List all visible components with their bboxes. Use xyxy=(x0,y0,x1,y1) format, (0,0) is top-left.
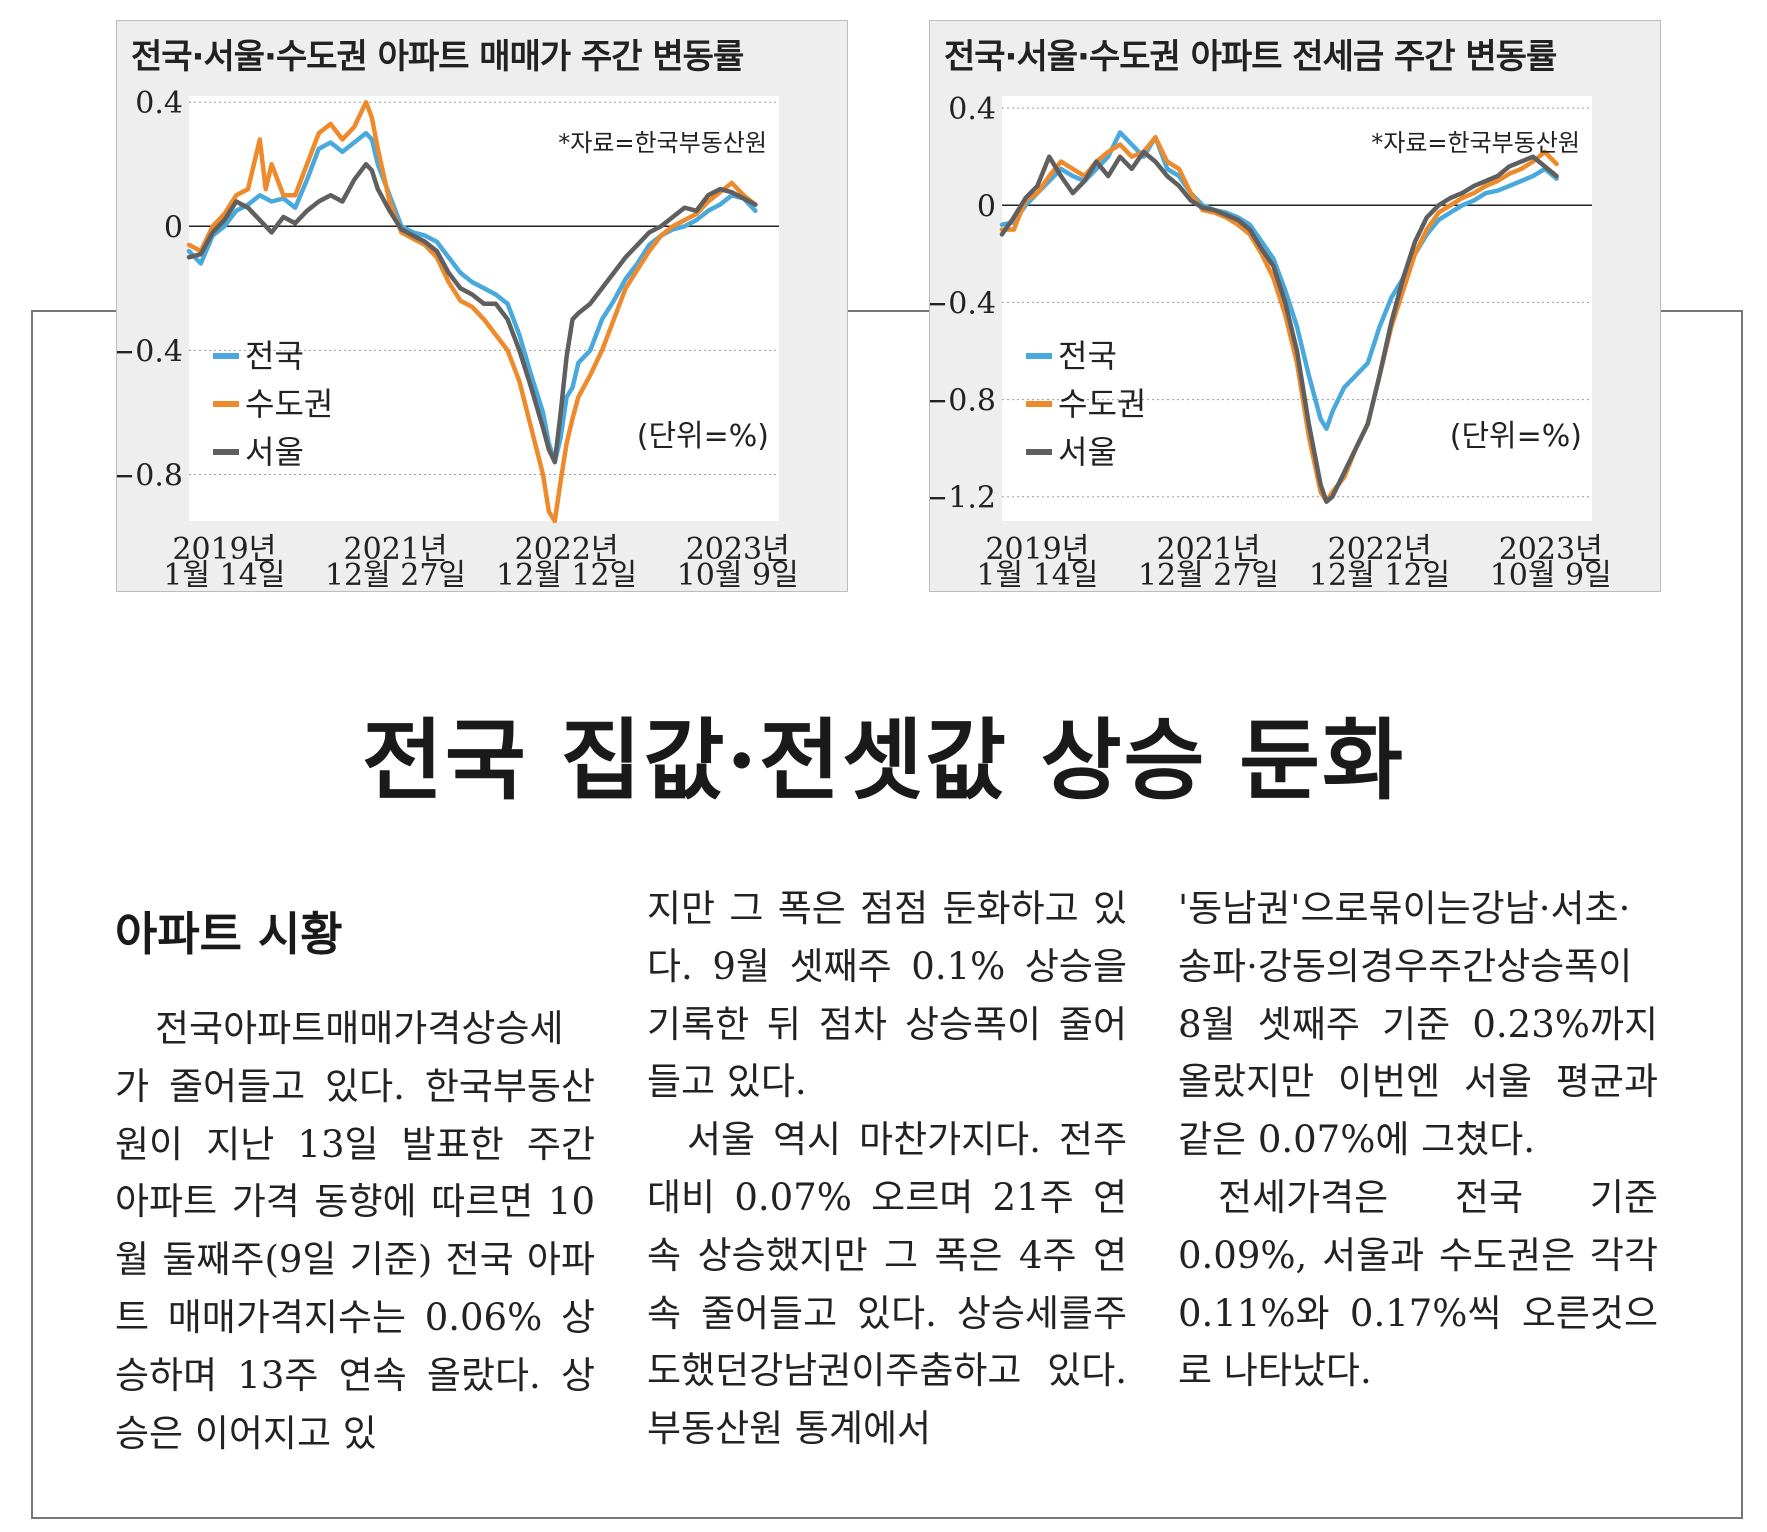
x-tick-label: 12월 12일 xyxy=(1309,558,1450,593)
x-tick-label: 12월 27일 xyxy=(1138,558,1279,593)
y-tick-label: −0.8 xyxy=(930,384,996,419)
series-line-전국 xyxy=(186,130,758,465)
y-tick-label: −0.4 xyxy=(930,286,996,321)
y-tick-label: 0.4 xyxy=(135,86,183,121)
y-tick-label: 0 xyxy=(164,210,183,245)
chart-title: 전국·서울·수도권 아파트 매매가 주간 변동률 xyxy=(131,37,744,77)
x-tick-label: 12월 27일 xyxy=(325,558,466,593)
x-tick-label: 1월 14일 xyxy=(976,558,1098,593)
legend-label: 전국 xyxy=(245,337,304,375)
source-note: *자료=한국부동산원 xyxy=(558,129,767,157)
paragraph: 전국아파트매매가격상승세가 줄어들고 있다. 한국부동산원이 지난 13일 발표… xyxy=(115,1007,595,1455)
legend-label: 전국 xyxy=(1058,337,1117,375)
series-line-전국 xyxy=(999,130,1559,431)
series-line-서울 xyxy=(999,149,1559,504)
x-tick-label: 10월 9일 xyxy=(677,558,799,593)
article-column-3: '동남권'으로묶이는강남·서초·송파·강동의경우주간상승폭이 8월 셋째주 기준… xyxy=(1178,880,1658,1400)
headline: 전국 집값·전셋값 상승 둔화 xyxy=(361,708,1406,812)
paragraph: 지만 그 폭은 점점 둔화하고 있다. 9월 셋째주 0.1% 상승을 기록한 … xyxy=(647,887,1127,1104)
x-tick-label: 2022년 xyxy=(1328,532,1432,567)
legend-label: 수도권 xyxy=(1058,385,1146,423)
article-column-1: 전국아파트매매가격상승세가 줄어들고 있다. 한국부동산원이 지난 13일 발표… xyxy=(115,1000,595,1490)
x-tick-label: 2023년 xyxy=(686,532,790,567)
y-tick-label: −0.8 xyxy=(117,458,183,493)
plot-area xyxy=(189,96,779,521)
article-column-2: 지만 그 폭은 점점 둔화하고 있다. 9월 셋째주 0.1% 상승을 기록한 … xyxy=(647,880,1127,1458)
x-tick-label: 12월 12일 xyxy=(496,558,637,593)
x-tick-label: 2022년 xyxy=(515,532,619,567)
chart-title: 전국·서울·수도권 아파트 전세금 주간 변동률 xyxy=(944,37,1557,77)
jeonse-chart: 0.4 0 −0.4 −0.8 −1.2 2019년 1월 14일 2021년 12월 27일 2… xyxy=(929,20,1661,593)
legend-label: 서울 xyxy=(1058,433,1117,471)
y-tick-label: −1.2 xyxy=(930,481,996,516)
legend-label: 수도권 xyxy=(245,385,333,423)
x-tick-label: 2021년 xyxy=(344,532,448,567)
x-tick-label: 2021년 xyxy=(1157,532,1261,567)
sale-price-chart: 0.4 0 −0.4 −0.8 2019년 1월 14일 2021년 12월 27일 2022년… xyxy=(116,20,848,593)
x-tick-label: 2019년 xyxy=(985,532,1089,567)
source-note: *자료=한국부동산원 xyxy=(1371,129,1580,157)
legend-label: 서울 xyxy=(245,433,304,471)
paragraph: 서울 역시 마찬가지다. 전주 대비 0.07% 오르며 21주 연속 상승했지… xyxy=(647,1118,1127,1451)
y-tick-label: 0.4 xyxy=(948,92,996,127)
series-line-수도권 xyxy=(186,99,758,524)
y-tick-label: 0 xyxy=(977,189,996,224)
y-tick-label: −0.4 xyxy=(117,334,183,369)
x-tick-label: 2019년 xyxy=(172,532,276,567)
x-tick-label: 1월 14일 xyxy=(163,558,285,593)
unit-label: (단위=%) xyxy=(637,419,769,454)
unit-label: (단위=%) xyxy=(1450,419,1582,454)
x-tick-label: 10월 9일 xyxy=(1490,558,1612,593)
x-tick-label: 2023년 xyxy=(1499,532,1603,567)
paragraph: 전세가격은 전국 기준 0.09%, 서울과 수도권은 각각 0.11%와 0.… xyxy=(1178,1175,1658,1393)
paragraph: '동남권'으로묶이는강남·서초·송파·강동의경우주간상승폭이 8월 셋째주 기준… xyxy=(1178,887,1658,1162)
series-line-서울 xyxy=(186,161,758,465)
section-heading: 아파트 시황 xyxy=(115,907,343,961)
